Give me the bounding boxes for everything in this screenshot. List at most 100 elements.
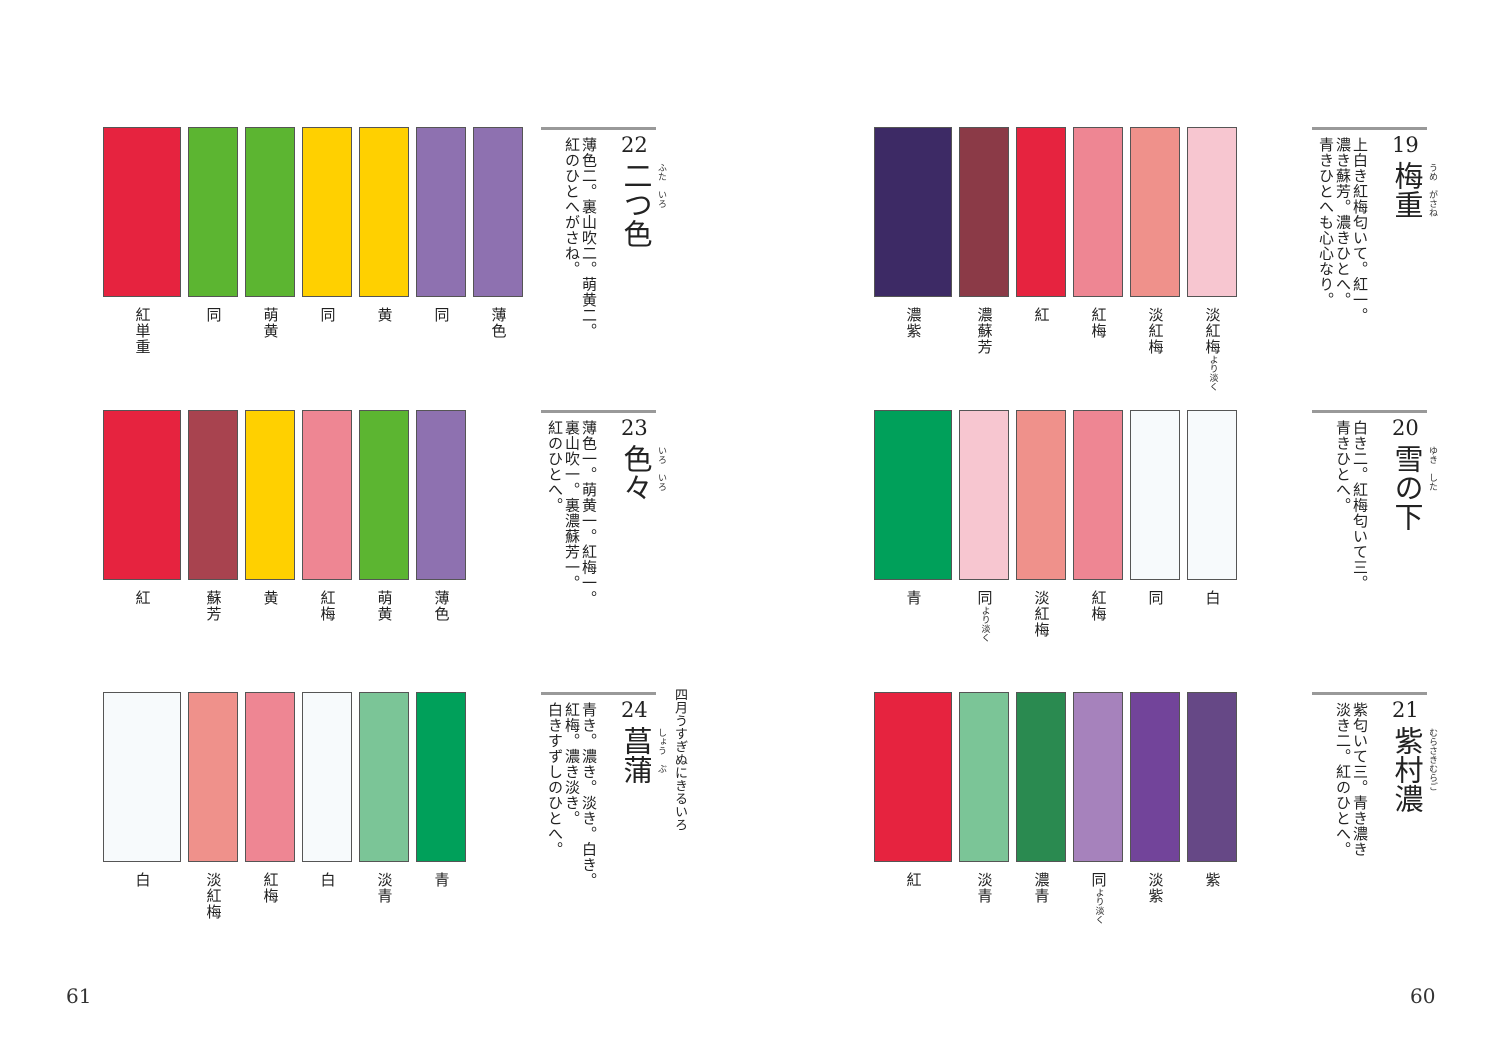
- swatch-row: 紅単重 同 萌黄 同 黄 同 薄色: [103, 127, 543, 427]
- entry-title: 菖蒲: [619, 726, 653, 784]
- swatch: 紅梅: [302, 410, 352, 640]
- swatch-label: 淡紫: [1146, 872, 1165, 904]
- swatch-color-box: [874, 127, 952, 297]
- swatch: 白: [103, 692, 181, 922]
- description-line: 薄色二。裏山吹二。萌黄二。: [580, 137, 598, 339]
- description-line: 紅梅。濃き淡き。: [563, 702, 581, 826]
- entry-header: 20 雪の下 ゆき した 白き二。紅梅匂いて三。 青きひとへ。: [1312, 410, 1472, 710]
- entry-header: 23 色々 いろ いろ 薄色一。萌黄一。紅梅一。 裏山吹一。裏濃蘇芳一。 紅のひとへ。: [541, 410, 701, 710]
- entry-description: 青き。濃き。淡き。白き。 紅梅。濃き淡き。 白きすずしのひとへ。: [546, 702, 598, 962]
- swatch-row: 濃紫 濃蘇芳紅紅梅 淡紅梅 淡紅梅より淡く: [874, 127, 1314, 427]
- swatch-label-text: 白: [318, 872, 337, 888]
- title-ruby: いろ いろ: [656, 446, 666, 491]
- title-ruby: ゆき した: [1427, 446, 1437, 491]
- header-rule: [1312, 692, 1427, 695]
- swatch-color-box: [188, 127, 238, 297]
- swatch-color-box: [874, 692, 952, 862]
- swatch-label: 紅: [134, 590, 152, 606]
- swatch-label-text: 淡紫: [1146, 872, 1165, 904]
- swatch-label: 黄: [376, 307, 394, 323]
- swatch-label-text: 同: [975, 590, 994, 606]
- swatch-color-box: [1073, 127, 1123, 297]
- entry-description: 薄色二。裏山吹二。萌黄二。 紅のひとへがさね。: [563, 137, 598, 397]
- swatch-color-box: [1187, 410, 1237, 580]
- swatch-label: 同: [1147, 590, 1165, 606]
- header-rule: [1312, 410, 1427, 413]
- swatch: 紅梅: [1073, 410, 1123, 640]
- swatch-label-text: 青: [432, 872, 451, 888]
- swatch-label: 黄: [261, 590, 280, 606]
- entry-number: 19: [1392, 133, 1419, 157]
- swatch-label: 紅梅: [1089, 590, 1108, 622]
- swatch-label-text: 紅梅: [1089, 307, 1108, 339]
- swatch: 同: [1130, 410, 1180, 640]
- entry-title: 二つ色: [619, 161, 653, 248]
- entry-header: 19 梅重 うめ がさね 上白き紅梅匂いて。紅一。 濃き蘇芳。濃きひとへ。 青きひとへも心…: [1312, 127, 1472, 427]
- swatch-label: 淡紅梅: [1147, 307, 1165, 355]
- swatch-color-box: [1016, 410, 1066, 580]
- description-line: 濃き蘇芳。濃きひとへ。: [1334, 137, 1352, 308]
- description-line: 紅のひとへがさね。: [563, 137, 581, 277]
- swatch: 紫: [1187, 692, 1237, 922]
- description-line: 白き二。紅梅匂いて三。: [1351, 420, 1369, 591]
- swatch: 紅: [103, 410, 181, 640]
- swatch-label-text: 同: [318, 307, 337, 323]
- swatch-color-box: [245, 410, 295, 580]
- description-line: 薄色一。萌黄一。紅梅一。: [580, 420, 598, 606]
- swatch: 白: [302, 692, 352, 922]
- swatch-label: 紫: [1203, 872, 1222, 888]
- swatch-color-box: [359, 127, 409, 297]
- page-number-left: 61: [66, 984, 92, 1008]
- swatch: 黄: [359, 127, 409, 357]
- swatch-label: 白: [318, 872, 337, 888]
- swatch-row: 紅 蘇芳 黄 紅梅 萌黄 薄色: [103, 410, 543, 710]
- description-line: 青きひとへも心心なり。: [1317, 137, 1335, 308]
- description-line: 紅のひとへ。: [546, 420, 564, 513]
- swatch: 淡紅梅: [1130, 127, 1180, 357]
- swatch-label: 淡青: [975, 872, 994, 904]
- color-entry-19: 濃紫 濃蘇芳紅紅梅 淡紅梅 淡紅梅より淡く 19 梅重 うめ がさね 上白き紅梅匂いて。紅一。…: [874, 127, 1474, 427]
- swatch-color-box: [416, 410, 466, 580]
- swatch-color-box: [1073, 410, 1123, 580]
- swatch-color-box: [359, 410, 409, 580]
- swatch-label: 同より淡く: [1090, 872, 1108, 924]
- swatch: 黄: [245, 410, 295, 640]
- title-ruby: むらさきむらご: [1427, 728, 1437, 791]
- header-rule: [541, 410, 656, 413]
- swatch-label-text: 萌黄: [261, 307, 280, 339]
- swatch: 薄色: [416, 410, 466, 640]
- swatch: 濃青: [1016, 692, 1066, 922]
- swatch: 淡紫: [1130, 692, 1180, 922]
- entry-title: 梅重: [1390, 161, 1424, 219]
- swatch-label: 淡青: [376, 872, 394, 904]
- color-entry-24: 白 淡紅梅 紅梅 白 淡青 青 24 菖蒲 しょう ぶ四月うすぎぬにきるいろ 青き。濃き。淡き。白…: [103, 688, 703, 992]
- swatch: 紅梅: [1073, 127, 1123, 357]
- swatch-label: 白: [1203, 590, 1222, 606]
- color-entry-23: 紅 蘇芳 黄 紅梅 萌黄 薄色 23 色々 いろ いろ 薄色一。萌黄一。紅梅一。 裏山吹一。裏濃蘇芳…: [103, 410, 703, 710]
- swatch-label: 紅: [1032, 307, 1051, 323]
- entry-number: 21: [1392, 698, 1419, 722]
- swatch-label-text: 淡青: [975, 872, 994, 904]
- swatch-label-text: 蘇芳: [204, 590, 223, 622]
- swatch: 同より淡く: [1073, 692, 1123, 924]
- swatch-color-box: [1187, 692, 1237, 862]
- entry-description: 白き二。紅梅匂いて三。 青きひとへ。: [1334, 420, 1369, 680]
- swatch-label-text: 淡紅梅: [1203, 307, 1222, 355]
- description-line: 裏山吹一。裏濃蘇芳一。: [563, 420, 581, 591]
- swatch-color-box: [1073, 692, 1123, 862]
- swatch-color-box: [188, 410, 238, 580]
- swatch: 同より淡く: [959, 410, 1009, 642]
- swatch-label-text: 濃蘇芳: [975, 307, 994, 355]
- entry-number: 20: [1392, 416, 1419, 440]
- swatch-color-box: [1130, 692, 1180, 862]
- swatch-label-text: 紫: [1203, 872, 1222, 888]
- entry-title: 雪の下: [1390, 444, 1424, 531]
- entry-header: 22 二つ色 ふた いろ 薄色二。裏山吹二。萌黄二。 紅のひとへがさね。: [541, 127, 701, 427]
- swatch-label-text: 紅梅: [1089, 590, 1108, 622]
- swatch-label: 同: [433, 307, 451, 323]
- swatch-label-text: 紅: [1032, 307, 1051, 323]
- swatch-label-text: 淡紅梅: [1032, 590, 1051, 638]
- swatch-label-text: 白: [1203, 590, 1222, 606]
- swatch-label-text: 黄: [261, 590, 280, 606]
- swatch: 萌黄: [245, 127, 295, 357]
